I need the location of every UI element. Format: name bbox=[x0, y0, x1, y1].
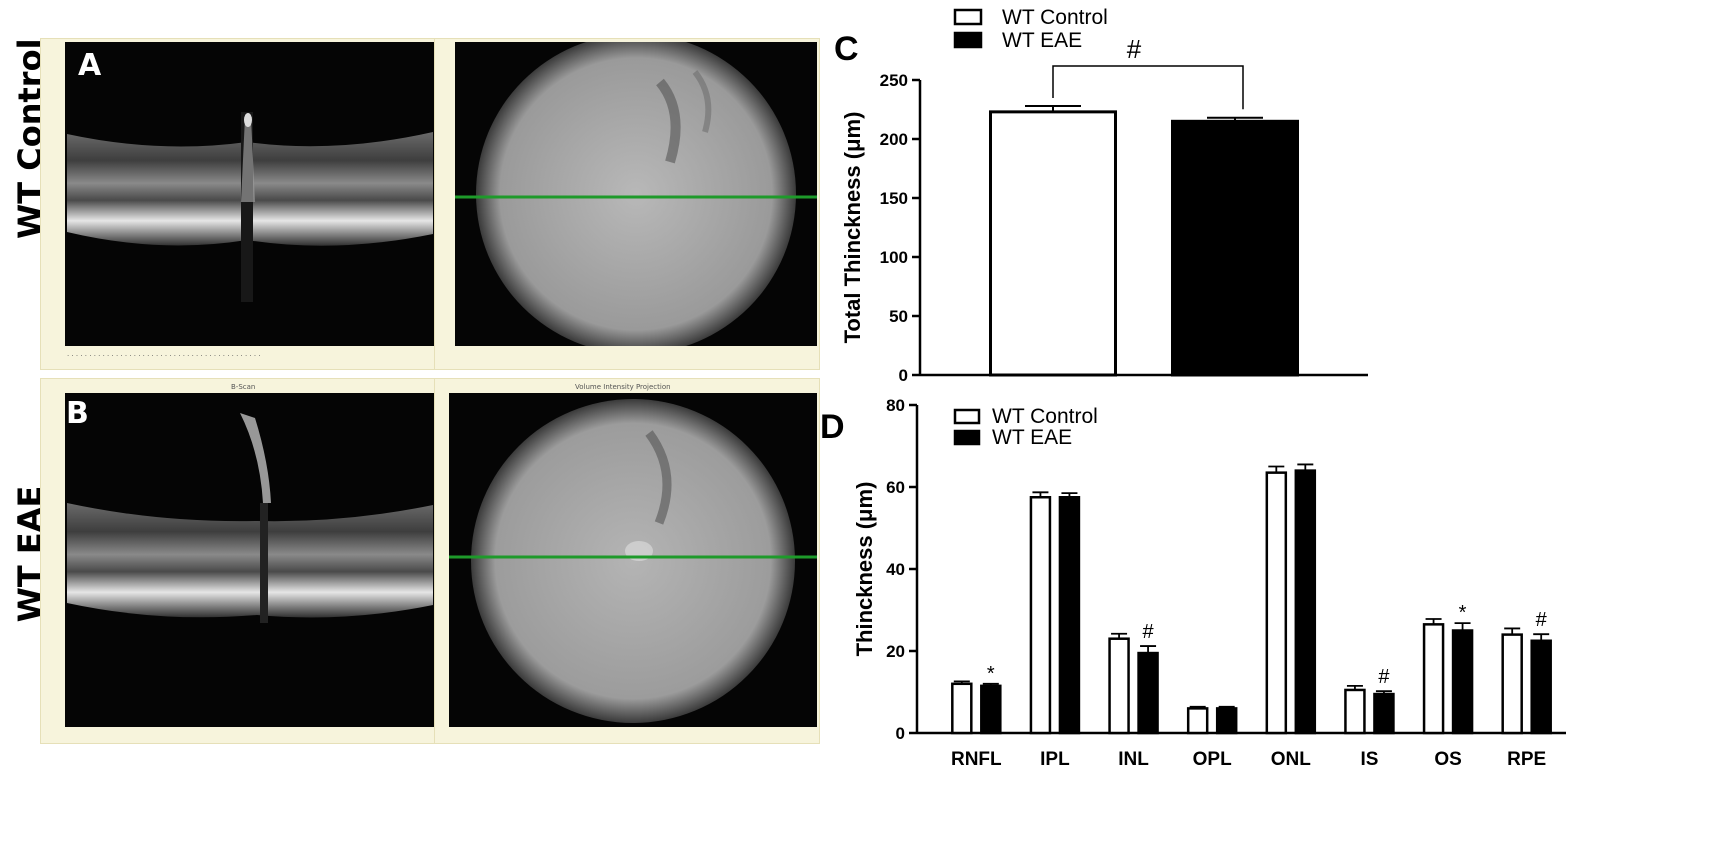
oct-bscan-graphic-a bbox=[67, 112, 433, 302]
y-tick-label-c-4: 200 bbox=[880, 130, 908, 149]
fundus-graphic-b bbox=[449, 399, 817, 723]
legend-label-control: WT Control bbox=[1002, 6, 1108, 29]
fundus-graphic-a bbox=[455, 42, 817, 346]
legend-label-control-d: WT Control bbox=[992, 405, 1098, 428]
oct-bscan-panel-b: B-Scan bbox=[40, 378, 436, 744]
legend-swatch-eae bbox=[953, 31, 983, 49]
fundus-image-a bbox=[455, 42, 817, 346]
oct-bscan-graphic-b bbox=[67, 413, 433, 623]
x-tick-label-d-1: IPL bbox=[1040, 749, 1070, 770]
significance-bracket-c bbox=[1052, 65, 1244, 110]
significance-marker-d-2: # bbox=[1143, 621, 1155, 643]
bar-d-0-3 bbox=[1186, 707, 1209, 735]
x-tick-label-d-3: OPL bbox=[1193, 749, 1232, 770]
y-tick-label-c-3: 150 bbox=[880, 189, 908, 208]
bar-c-1 bbox=[1171, 119, 1299, 377]
oct-axis-ticks-a: · · · · · · · · · · · · · · · · · · · · … bbox=[67, 352, 261, 360]
y-tick-label-c-2: 100 bbox=[880, 248, 908, 267]
bar-d-1-0 bbox=[980, 684, 1002, 735]
bar-d-1-2 bbox=[1137, 651, 1159, 735]
panel-label-c: C bbox=[834, 30, 859, 68]
fundus-panel-b: Volume Intensity Projection bbox=[434, 378, 820, 744]
significance-marker-d-6: * bbox=[1459, 602, 1467, 624]
x-tick-label-d-0: RNFL bbox=[951, 749, 1002, 770]
oct-bscan-image-b bbox=[65, 393, 435, 727]
bar-d-1-3 bbox=[1215, 707, 1238, 735]
legend-swatch-control-d bbox=[953, 408, 981, 425]
bar-d-1-1 bbox=[1058, 496, 1081, 735]
bar-d-0-1 bbox=[1029, 496, 1052, 735]
y-tick-label-d-0: 0 bbox=[896, 724, 905, 743]
y-tick-label-c-0: 0 bbox=[899, 366, 908, 385]
y-axis-label-d: Thinckness (μm) bbox=[852, 482, 877, 657]
x-tick-label-d-5: IS bbox=[1360, 749, 1378, 770]
y-tick-label-d-3: 60 bbox=[886, 478, 905, 497]
y-axis-label-c: Total Thinckness (μm) bbox=[840, 112, 865, 344]
x-tick-label-d-6: OS bbox=[1434, 749, 1461, 770]
x-tick-label-d-4: ONL bbox=[1271, 749, 1312, 770]
panel-label-d: D bbox=[820, 408, 845, 446]
bar-d-0-6 bbox=[1422, 623, 1445, 735]
bar-d-1-6 bbox=[1451, 629, 1474, 735]
legend-swatch-control bbox=[953, 8, 983, 26]
panel-label-b: B bbox=[66, 396, 89, 431]
oct-bscan-panel-a: · · · · · · · · · · · · · · · · · · · · … bbox=[40, 38, 436, 370]
fundus-image-b bbox=[449, 393, 817, 727]
significance-marker-c: # bbox=[1127, 34, 1142, 64]
y-tick-label-d-2: 40 bbox=[886, 560, 905, 579]
significance-marker-d-7: # bbox=[1536, 609, 1548, 631]
y-tick-label-d-4: 80 bbox=[886, 396, 905, 415]
bar-d-1-4 bbox=[1294, 469, 1317, 735]
y-tick-label-c-5: 250 bbox=[880, 71, 908, 90]
bar-d-0-7 bbox=[1501, 633, 1523, 735]
y-tick-label-c-1: 50 bbox=[889, 307, 908, 326]
bar-d-1-5 bbox=[1373, 692, 1395, 735]
bar-d-0-0 bbox=[951, 682, 973, 735]
significance-marker-d-5: # bbox=[1378, 666, 1390, 688]
bar-c-0 bbox=[989, 110, 1117, 377]
y-tick-label-d-1: 20 bbox=[886, 642, 905, 661]
legend-swatch-eae-d bbox=[953, 429, 981, 446]
bar-d-0-4 bbox=[1265, 471, 1288, 735]
bar-d-0-5 bbox=[1344, 688, 1366, 735]
legend-label-eae-d: WT EAE bbox=[992, 426, 1072, 449]
bar-d-1-7 bbox=[1530, 639, 1552, 735]
oct-bscan-image-a bbox=[65, 42, 435, 346]
legend-label-eae: WT EAE bbox=[1002, 29, 1082, 52]
fundus-panel-a bbox=[434, 38, 820, 370]
x-tick-label-d-2: INL bbox=[1118, 749, 1149, 770]
x-tick-label-d-7: RPE bbox=[1507, 749, 1546, 770]
bar-d-0-2 bbox=[1108, 637, 1130, 735]
significance-marker-d-0: * bbox=[987, 663, 995, 685]
fundus-title-b: Volume Intensity Projection bbox=[575, 383, 671, 391]
panel-label-a: A bbox=[78, 48, 102, 83]
bscan-title-b: B-Scan bbox=[231, 383, 256, 391]
